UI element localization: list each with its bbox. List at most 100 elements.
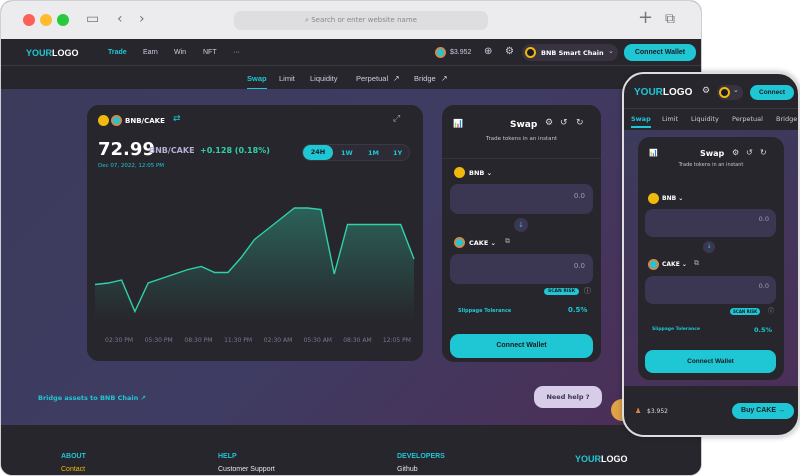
mobile-connect-button[interactable]: Connect bbox=[750, 85, 794, 100]
x-tick-label: 12:05 PM bbox=[382, 337, 411, 344]
nav-nft[interactable]: NFT bbox=[203, 49, 217, 56]
mobile-tab-perpetual[interactable]: Perpetual bbox=[732, 115, 763, 123]
to-amount-input[interactable]: 0.0 bbox=[450, 254, 593, 284]
swap-pair-icon[interactable]: ⇄ bbox=[173, 114, 181, 124]
trade-subnav: Swap Limit Liquidity Perpetual ↗ Bridge … bbox=[1, 66, 701, 90]
range-1w[interactable]: 1W bbox=[341, 149, 353, 157]
sidebar-icon[interactable]: ▭ bbox=[86, 11, 100, 27]
history-icon[interactable]: ↺ bbox=[746, 148, 753, 157]
mobile-slippage-value[interactable]: 0.5% bbox=[754, 326, 773, 334]
top-nav: YOURLOGO Trade Earn Win NFT ··· $3.952 ⊕… bbox=[1, 39, 701, 66]
help-icon[interactable]: ⓘ bbox=[768, 308, 775, 315]
refresh-icon[interactable]: ↻ bbox=[576, 118, 584, 128]
bridge-assets-link[interactable]: Bridge assets to BNB Chain ↗ bbox=[38, 394, 146, 402]
mobile-logo[interactable]: YOURLOGO bbox=[634, 87, 693, 98]
scan-risk-button[interactable]: SCAN RISK bbox=[544, 288, 580, 295]
copy-icon[interactable]: ⧉ bbox=[694, 259, 699, 267]
cake-bunny-icon: ♟ bbox=[635, 407, 642, 415]
tab-swap[interactable]: Swap bbox=[247, 74, 267, 90]
chart-toggle-icon[interactable]: 📊 bbox=[453, 119, 463, 128]
swap-connect-wallet-button[interactable]: Connect Wallet bbox=[450, 334, 593, 358]
footer: ABOUT Contact HELP Customer Support DEVE… bbox=[1, 425, 701, 475]
price-chart bbox=[94, 207, 415, 321]
mobile-gear-icon[interactable]: ⚙ bbox=[702, 86, 711, 96]
range-1m[interactable]: 1M bbox=[368, 149, 379, 157]
nav-earn[interactable]: Earn bbox=[143, 49, 158, 56]
mobile-from-amount-input[interactable]: 0.0 bbox=[645, 209, 776, 237]
nav-win[interactable]: Win bbox=[174, 49, 187, 56]
nav-more[interactable]: ··· bbox=[233, 49, 240, 56]
need-help-bubble[interactable]: Need help ? bbox=[534, 386, 602, 408]
minimize-window-button[interactable] bbox=[40, 14, 52, 26]
settings-icon[interactable]: ⚙ bbox=[545, 118, 554, 128]
main-area: BNB/CAKE ⇄ ⤢ 72.99 BNB/CAKE +0.128 (0.18… bbox=[1, 89, 701, 425]
price-change: +0.128 (0.18%) bbox=[200, 146, 270, 155]
footer-contact-link[interactable]: Contact bbox=[61, 466, 86, 473]
mobile-tab-bridge[interactable]: Bridge bbox=[776, 115, 798, 123]
external-link-icon: ↗ bbox=[441, 74, 448, 83]
cake-price: $3.952 bbox=[450, 49, 472, 56]
nav-trade[interactable]: Trade bbox=[108, 49, 127, 56]
x-tick-label: 05:30 AM bbox=[303, 337, 332, 344]
forward-icon[interactable]: › bbox=[139, 11, 145, 27]
slippage-value[interactable]: 0.5% bbox=[568, 306, 588, 314]
mobile-to-token-select[interactable]: CAKE ⌄ bbox=[662, 261, 687, 268]
settings-icon[interactable]: ⚙ bbox=[732, 148, 740, 157]
mobile-tab-liquidity[interactable]: Liquidity bbox=[691, 115, 719, 123]
range-1y[interactable]: 1Y bbox=[393, 149, 403, 157]
chevron-down-icon: ⌄ bbox=[733, 86, 739, 94]
mobile-to-amount-input[interactable]: 0.0 bbox=[645, 276, 776, 304]
mobile-tabs: Swap Limit Liquidity Perpetual Bridge bbox=[624, 108, 798, 130]
tabs-overview-icon[interactable]: ⧉ bbox=[665, 11, 675, 27]
footer-support-link[interactable]: Customer Support bbox=[218, 466, 275, 473]
mobile-slippage-label: Slippage Tolerance bbox=[652, 327, 700, 332]
mobile-from-token-select[interactable]: BNB ⌄ bbox=[662, 195, 684, 202]
copy-icon[interactable]: ⧉ bbox=[505, 237, 510, 245]
close-window-button[interactable] bbox=[23, 14, 35, 26]
address-bar[interactable]: ⌕ Search or enter website name bbox=[234, 11, 488, 30]
mobile-preview: YOURLOGO ⚙ ⌄ Connect Swap Limit Liquidit… bbox=[622, 72, 800, 437]
maximize-window-button[interactable] bbox=[57, 14, 69, 26]
from-token-select[interactable]: BNB ⌄ bbox=[469, 169, 493, 177]
back-icon[interactable]: ‹ bbox=[117, 11, 123, 27]
footer-developers-heading: DEVELOPERS bbox=[397, 453, 445, 460]
tab-perpetual[interactable]: Perpetual bbox=[356, 74, 389, 83]
new-tab-icon[interactable]: + bbox=[638, 7, 654, 28]
gear-icon[interactable]: ⚙ bbox=[505, 46, 514, 57]
mobile-tab-swap[interactable]: Swap bbox=[631, 115, 651, 128]
range-24h[interactable]: 24H bbox=[303, 145, 333, 160]
cake-token-icon bbox=[435, 47, 446, 58]
footer-github-link[interactable]: Github bbox=[397, 466, 418, 473]
mobile-swap-connect-wallet-button[interactable]: Connect Wallet bbox=[645, 350, 776, 373]
price-value: 72.99 bbox=[98, 139, 155, 160]
external-link-icon: ↗ bbox=[393, 74, 400, 83]
from-amount-input[interactable]: 0.0 bbox=[450, 184, 593, 214]
search-icon: ⌕ bbox=[305, 16, 312, 24]
to-token-select[interactable]: CAKE ⌄ bbox=[469, 239, 496, 247]
tab-liquidity[interactable]: Liquidity bbox=[310, 74, 338, 83]
cake-token-icon bbox=[648, 259, 659, 270]
mobile-scan-risk-button[interactable]: SCAN RISK bbox=[730, 308, 761, 315]
mobile-tab-limit[interactable]: Limit bbox=[662, 115, 679, 123]
tab-limit[interactable]: Limit bbox=[279, 74, 295, 83]
chart-toggle-icon[interactable]: 📊 bbox=[649, 149, 658, 157]
footer-help-heading: HELP bbox=[218, 453, 237, 460]
switch-direction-button[interactable]: ↓ bbox=[514, 218, 528, 232]
bnb-token-icon bbox=[648, 193, 659, 204]
mobile-network-selector[interactable]: ⌄ bbox=[717, 85, 743, 100]
globe-icon[interactable]: ⊕ bbox=[484, 46, 493, 57]
mobile-cake-price: $3.952 bbox=[647, 408, 668, 415]
tab-bridge[interactable]: Bridge bbox=[414, 74, 436, 83]
price-line bbox=[94, 207, 415, 314]
help-icon[interactable]: ⓘ bbox=[584, 287, 591, 295]
swap-title: Swap bbox=[510, 120, 538, 130]
mobile-switch-direction-button[interactable]: ↓ bbox=[703, 241, 715, 253]
logo[interactable]: YOURLOGO bbox=[26, 48, 79, 58]
connect-wallet-button[interactable]: Connect Wallet bbox=[624, 44, 696, 61]
chevron-down-icon: ⌄ bbox=[608, 47, 614, 55]
network-selector[interactable]: BNB Smart Chain ⌄ bbox=[522, 44, 618, 61]
history-icon[interactable]: ↺ bbox=[560, 118, 568, 128]
expand-icon[interactable]: ⤢ bbox=[393, 114, 401, 124]
refresh-icon[interactable]: ↻ bbox=[760, 148, 767, 157]
buy-cake-button[interactable]: Buy CAKE → bbox=[732, 403, 794, 419]
